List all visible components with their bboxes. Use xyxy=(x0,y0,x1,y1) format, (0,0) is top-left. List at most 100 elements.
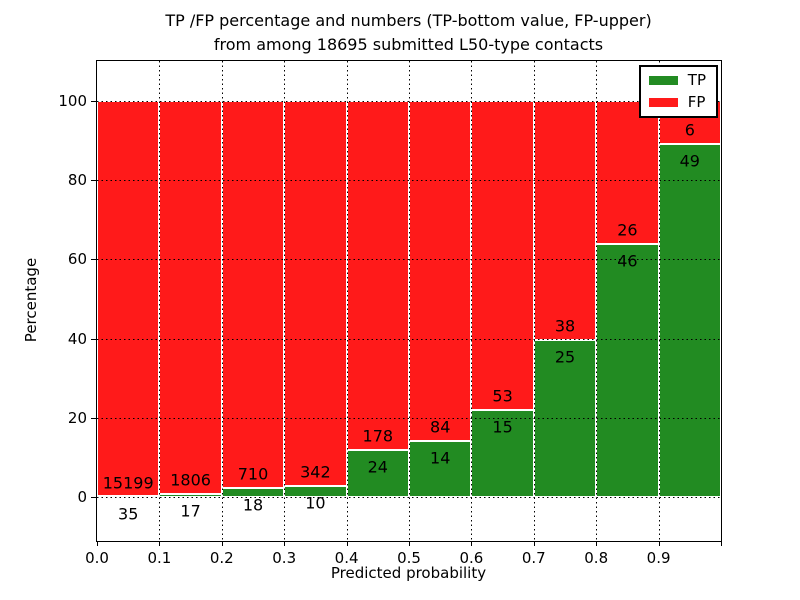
x-tick-label: 0.1 xyxy=(147,549,172,567)
tp-count-label: 18 xyxy=(242,495,264,515)
tp-count-label: 15 xyxy=(492,417,513,437)
legend: TP FP xyxy=(638,65,718,118)
x-axis-tick xyxy=(471,541,473,546)
x-gridline xyxy=(221,61,223,541)
x-tick-label: 0.6 xyxy=(459,549,484,567)
x-gridline xyxy=(159,61,161,541)
y-gridline xyxy=(97,100,721,102)
tp-count-label: 46 xyxy=(617,251,638,271)
tp-legend-label: TP xyxy=(687,71,706,89)
y-gridline xyxy=(97,338,721,340)
chart-title-line1: TP /FP percentage and numbers (TP-bottom… xyxy=(165,11,652,30)
fp-bar-segment xyxy=(159,100,222,494)
y-tick-label: 0 xyxy=(77,488,87,507)
tp-count-label: 24 xyxy=(367,457,388,477)
chart-title: TP /FP percentage and numbers (TP-bottom… xyxy=(96,9,721,57)
fp-bar-segment xyxy=(471,100,534,410)
x-gridline xyxy=(471,61,473,541)
x-axis-tick xyxy=(658,541,660,546)
x-gridline xyxy=(284,61,286,541)
x-axis-tick xyxy=(284,541,286,546)
x-tick-label: 0.8 xyxy=(584,549,609,567)
x-axis-tick xyxy=(97,541,98,546)
y-tick-label: 40 xyxy=(67,329,87,348)
legend-item-tp: TP xyxy=(648,71,706,89)
fp-count-label: 6 xyxy=(684,120,695,140)
fp-count-label: 53 xyxy=(492,386,513,406)
x-axis-tick xyxy=(346,541,348,546)
y-axis-tick xyxy=(91,338,96,340)
y-tick-label: 100 xyxy=(58,91,87,110)
fp-count-label: 26 xyxy=(617,220,638,240)
fp-bar-segment xyxy=(97,100,160,497)
x-axis-tick xyxy=(533,541,535,546)
x-axis-tick xyxy=(159,541,161,546)
y-axis-tick xyxy=(91,418,96,420)
fp-bar-segment xyxy=(409,100,472,441)
x-tick-label: 0.7 xyxy=(521,549,546,567)
tp-count-label: 25 xyxy=(554,347,576,367)
x-gridline xyxy=(346,61,348,541)
y-axis-tick xyxy=(91,259,96,261)
x-gridline xyxy=(596,61,598,541)
y-gridline xyxy=(97,418,721,420)
tp-legend-swatch xyxy=(648,76,678,85)
tp-bar-segment xyxy=(471,409,534,498)
tp-count-label: 17 xyxy=(180,501,201,521)
fp-bar-segment xyxy=(596,100,659,244)
x-axis-tick xyxy=(596,541,598,546)
tp-bar-segment xyxy=(284,486,347,498)
fp-count-label: 84 xyxy=(430,417,451,437)
fp-count-label: 15199 xyxy=(102,473,154,493)
tp-count-label: 14 xyxy=(430,448,451,468)
x-gridline xyxy=(533,61,535,541)
plot-area: TP FP 15199 35 1806 17 710 18 342 10 178 24 84 14 53… xyxy=(58,60,722,567)
x-tick-label: 0.4 xyxy=(334,549,359,567)
fp-legend-label: FP xyxy=(687,93,706,111)
x-tick-label: 0.0 xyxy=(85,549,109,567)
x-tick-label: 0.2 xyxy=(209,549,234,567)
fp-count-label: 342 xyxy=(300,462,331,482)
tp-bar-segment xyxy=(97,496,160,498)
y-tick-label: 80 xyxy=(67,171,87,189)
y-gridline xyxy=(97,497,721,499)
fp-legend-swatch xyxy=(648,98,678,107)
y-axis-tick xyxy=(91,497,96,499)
tp-count-label: 10 xyxy=(305,493,326,513)
fp-count-label: 710 xyxy=(237,464,269,484)
x-axis-tick xyxy=(409,541,410,546)
y-gridline xyxy=(97,180,721,181)
y-tick-label: 60 xyxy=(67,250,87,269)
x-axis-tick xyxy=(721,541,722,546)
tp-bar-segment xyxy=(159,493,222,498)
fp-bar-segment xyxy=(221,100,285,488)
tp-bar-segment xyxy=(409,440,472,498)
tp-count-label: 49 xyxy=(679,151,700,171)
fp-count-label: 178 xyxy=(362,426,394,446)
fp-count-label: 38 xyxy=(554,316,576,336)
y-axis-tick xyxy=(91,100,96,102)
tp-bar-segment xyxy=(221,487,285,498)
tp-count-label: 35 xyxy=(118,504,139,523)
y-tick-label: 20 xyxy=(67,409,87,428)
fp-bar-segment xyxy=(533,100,597,340)
tp-bar-segment xyxy=(658,143,721,498)
y-axis-tick xyxy=(91,180,96,181)
x-gridline xyxy=(409,61,410,541)
fp-count-label: 1806 xyxy=(170,470,211,490)
legend-item-fp: FP xyxy=(648,93,706,111)
tp-bar-segment xyxy=(346,450,409,498)
x-tick-label: 0.9 xyxy=(646,549,671,567)
fp-bar-segment xyxy=(284,100,347,487)
tp-bar-segment xyxy=(596,243,659,498)
fp-bar-segment xyxy=(346,100,409,451)
x-gridline xyxy=(658,61,660,541)
chart-title-line2: from among 18695 submitted L50-type cont… xyxy=(213,35,604,54)
x-axis-label: Predicted probability xyxy=(330,564,487,582)
x-tick-label: 0.3 xyxy=(272,549,297,567)
y-gridline xyxy=(97,259,721,261)
y-axis-label: Percentage xyxy=(22,257,40,343)
x-tick-label: 0.5 xyxy=(397,549,421,567)
x-axis-tick xyxy=(221,541,223,546)
